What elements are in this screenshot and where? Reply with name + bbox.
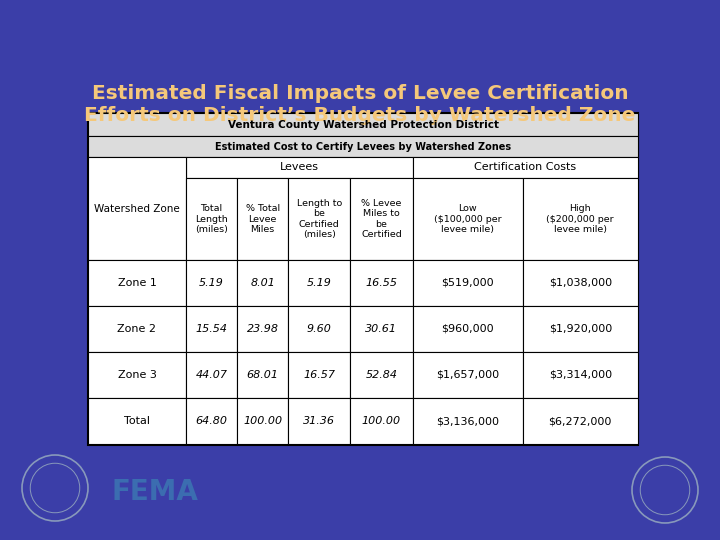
Text: 64.80: 64.80 xyxy=(195,416,228,426)
Text: % Total
Levee
Miles: % Total Levee Miles xyxy=(246,204,279,234)
Text: 5.19: 5.19 xyxy=(199,278,224,288)
Text: Zone 2: Zone 2 xyxy=(117,324,156,334)
Text: Zone 3: Zone 3 xyxy=(117,370,156,380)
Text: 44.07: 44.07 xyxy=(195,370,228,380)
Text: 100.00: 100.00 xyxy=(362,416,401,426)
Text: 100.00: 100.00 xyxy=(243,416,282,426)
Text: $1,657,000: $1,657,000 xyxy=(436,370,499,380)
Text: $3,136,000: $3,136,000 xyxy=(436,416,499,426)
Text: High
($200,000 per
levee mile): High ($200,000 per levee mile) xyxy=(546,204,614,234)
Text: Estimated Cost to Certify Levees by Watershed Zones: Estimated Cost to Certify Levees by Wate… xyxy=(215,141,511,152)
Text: Ventura County Watershed Protection District: Ventura County Watershed Protection Dist… xyxy=(228,119,498,130)
Text: 68.01: 68.01 xyxy=(247,370,279,380)
Text: Total: Total xyxy=(124,416,150,426)
Text: 23.98: 23.98 xyxy=(247,324,279,334)
Text: Zone 1: Zone 1 xyxy=(117,278,156,288)
Text: $960,000: $960,000 xyxy=(441,324,494,334)
Text: 52.84: 52.84 xyxy=(366,370,397,380)
Text: 16.57: 16.57 xyxy=(303,370,336,380)
Text: $1,920,000: $1,920,000 xyxy=(549,324,612,334)
Text: $1,038,000: $1,038,000 xyxy=(549,278,612,288)
Text: 5.19: 5.19 xyxy=(307,278,332,288)
Text: 30.61: 30.61 xyxy=(366,324,397,334)
Text: $3,314,000: $3,314,000 xyxy=(549,370,612,380)
Text: 15.54: 15.54 xyxy=(195,324,228,334)
Text: 31.36: 31.36 xyxy=(303,416,336,426)
Text: Low
($100,000 per
levee mile): Low ($100,000 per levee mile) xyxy=(433,204,501,234)
Text: % Levee
Miles to
be
Certified: % Levee Miles to be Certified xyxy=(361,199,402,239)
Text: Total
Length
(miles): Total Length (miles) xyxy=(195,204,228,234)
Text: 16.55: 16.55 xyxy=(366,278,397,288)
Text: Levees: Levees xyxy=(279,163,319,172)
Text: Certification Costs: Certification Costs xyxy=(474,163,576,172)
Text: FEMA: FEMA xyxy=(112,478,198,507)
Text: $519,000: $519,000 xyxy=(441,278,494,288)
Text: $6,272,000: $6,272,000 xyxy=(549,416,612,426)
Text: Watershed Zone: Watershed Zone xyxy=(94,204,180,213)
Text: 8.01: 8.01 xyxy=(250,278,275,288)
Text: Estimated Fiscal Impacts of Levee Certification
Efforts on District’s Budgets by: Estimated Fiscal Impacts of Levee Certif… xyxy=(84,84,636,125)
Text: Length to
be
Certified
(miles): Length to be Certified (miles) xyxy=(297,199,342,239)
Text: 9.60: 9.60 xyxy=(307,324,332,334)
